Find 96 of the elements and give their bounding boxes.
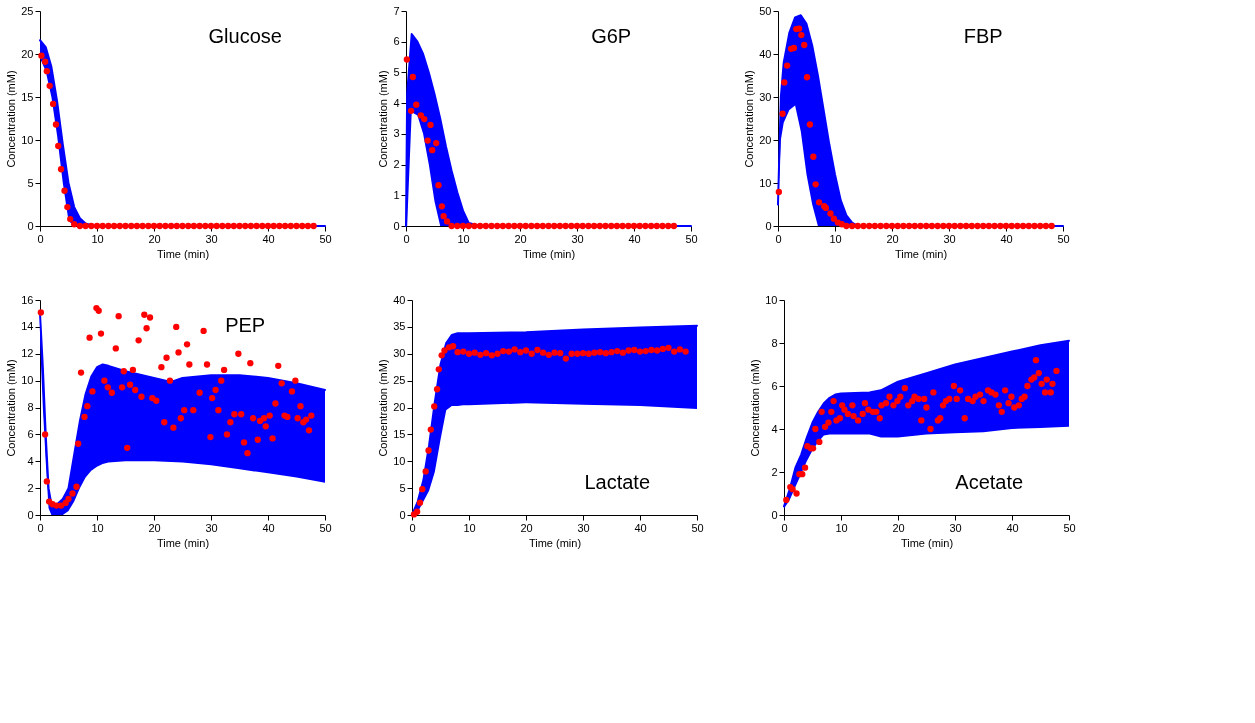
y-axis-title: Concentration (mM)	[743, 70, 756, 168]
x-tick-label: 40	[262, 521, 275, 534]
y-tick-label: 4	[771, 422, 778, 435]
x-tick-label: 0	[781, 521, 788, 534]
y-tick-label: 20	[21, 47, 34, 60]
text: Acetate	[955, 470, 1024, 493]
x-tick-label: 50	[685, 232, 698, 245]
x-tick-label: 50	[1057, 232, 1070, 245]
x-tick-label: 50	[691, 521, 704, 534]
y-tick-label: 0	[765, 219, 772, 232]
y-tick-label: 5	[399, 481, 406, 494]
y-axis-title: Concentration (mM)	[377, 70, 390, 168]
y-tick-label: 10	[21, 374, 34, 387]
y-axis-title: Concentration (mM)	[5, 359, 18, 457]
x-tick-label: 30	[949, 521, 962, 534]
x-axis-title: Time (min)	[894, 247, 948, 260]
x-tick-label: 30	[577, 521, 590, 534]
y-tick-label: 40	[759, 47, 772, 60]
x-tick-label: 0	[409, 521, 416, 534]
x-axis-title: Time (min)	[522, 247, 576, 260]
x-tick-label: 20	[892, 521, 905, 534]
x-axis-title: Time (min)	[900, 536, 954, 549]
y-tick-label: 7	[393, 4, 400, 17]
y-tick-label: 10	[21, 133, 34, 146]
text: Lactate	[584, 470, 650, 493]
y-tick-label: 30	[393, 347, 406, 360]
y-tick-label: 8	[771, 336, 778, 349]
y-tick-label: 10	[765, 293, 778, 306]
y-tick-label: 50	[759, 4, 772, 17]
x-tick-label: 10	[457, 232, 470, 245]
x-tick-label: 20	[148, 521, 161, 534]
x-tick-label: 40	[1006, 521, 1019, 534]
x-tick-label: 40	[262, 232, 275, 245]
y-tick-label: 12	[21, 347, 34, 360]
y-tick-label: 10	[759, 176, 772, 189]
y-tick-label: 6	[393, 35, 400, 48]
x-tick-label: 30	[571, 232, 584, 245]
y-tick-label: 2	[27, 481, 34, 494]
y-tick-label: 8	[27, 401, 34, 413]
x-tick-label: 50	[1063, 521, 1076, 534]
text: FBP	[963, 24, 1003, 47]
x-axis-title: Time (min)	[156, 247, 210, 260]
y-tick-label: 5	[393, 65, 400, 78]
y-tick-label: 2	[771, 465, 778, 478]
y-tick-label: 0	[27, 508, 34, 521]
x-tick-label: 20	[148, 232, 161, 245]
y-tick-label: 5	[27, 176, 34, 189]
x-tick-label: 0	[37, 521, 44, 534]
y-tick-label: 0	[771, 508, 778, 521]
y-tick-label: 15	[393, 427, 406, 440]
x-tick-label: 40	[634, 521, 647, 534]
x-tick-label: 20	[514, 232, 527, 245]
x-tick-label: 10	[91, 232, 104, 245]
x-tick-label: 10	[463, 521, 476, 534]
x-tick-label: 50	[319, 521, 332, 534]
y-tick-label: 6	[27, 427, 34, 440]
y-tick-label: 4	[27, 454, 34, 467]
y-tick-label: 16	[21, 293, 34, 306]
y-tick-label: 2	[393, 158, 400, 171]
y-tick-label: 4	[393, 96, 400, 109]
y-tick-label: 25	[21, 4, 34, 17]
y-tick-label: 40	[393, 293, 406, 306]
y-tick-label: 10	[393, 454, 406, 467]
y-tick-label: 15	[21, 90, 34, 103]
y-tick-label: 30	[759, 90, 772, 103]
y-axis-title: Concentration (mM)	[377, 359, 390, 457]
y-tick-label: 20	[759, 133, 772, 146]
y-axis-title: Concentration (mM)	[749, 359, 762, 457]
x-axis-title: Time (min)	[156, 536, 210, 549]
x-tick-label: 20	[520, 521, 533, 534]
y-tick-label: 3	[393, 127, 400, 140]
y-axis-title: Concentration (mM)	[5, 70, 18, 168]
y-tick-label: 14	[21, 320, 34, 333]
y-tick-label: 1	[393, 188, 400, 201]
x-tick-label: 30	[943, 232, 956, 245]
x-tick-label: 10	[835, 521, 848, 534]
x-tick-label: 10	[829, 232, 842, 245]
y-tick-label: 25	[393, 374, 406, 387]
x-tick-label: 10	[91, 521, 104, 534]
text: G6P	[591, 24, 632, 47]
x-tick-label: 40	[1000, 232, 1013, 245]
y-tick-label: 0	[393, 219, 400, 232]
y-tick-label: 20	[393, 401, 406, 413]
x-tick-label: 0	[37, 232, 44, 245]
y-tick-label: 35	[393, 320, 406, 333]
x-tick-label: 30	[205, 521, 218, 534]
text: Glucose	[208, 24, 282, 47]
x-axis-title: Time (min)	[528, 536, 582, 549]
x-tick-label: 20	[886, 232, 899, 245]
x-tick-label: 50	[319, 232, 332, 245]
y-tick-label: 0	[399, 508, 406, 521]
text: PEP	[225, 313, 266, 336]
x-tick-label: 40	[628, 232, 641, 245]
y-tick-label: 0	[27, 219, 34, 232]
y-tick-label: 6	[771, 379, 778, 392]
x-tick-label: 30	[205, 232, 218, 245]
